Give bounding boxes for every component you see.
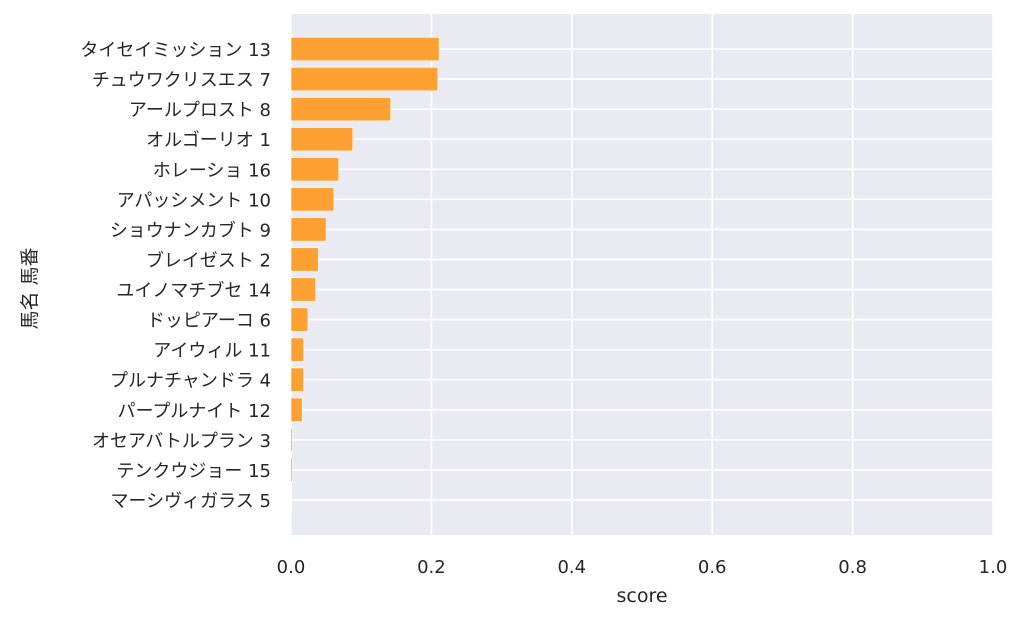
x-tick-label: 0.0 (277, 557, 306, 578)
y-tick-label: ショウナンカブト 9 (110, 219, 271, 241)
x-tick-label: 0.6 (698, 557, 727, 578)
y-tick-label: アパッシメント 10 (117, 190, 271, 211)
bar (290, 67, 439, 92)
bar (290, 457, 293, 482)
y-tick-label: オルゴーリオ 1 (146, 130, 271, 151)
y-tick-label: ブレイゼスト 2 (146, 249, 271, 271)
y-tick-label: マーシヴィガラス 5 (111, 491, 271, 512)
bar (290, 427, 293, 452)
plot-area (291, 14, 993, 535)
y-axis-title: 馬名 馬番 (19, 247, 41, 329)
bar (290, 277, 316, 302)
y-tick-label: テンクウジョー 15 (116, 461, 271, 482)
y-tick-label: チュウワクリスエス 7 (92, 70, 271, 91)
x-tick-label: 0.8 (838, 557, 867, 578)
bar (290, 367, 304, 392)
bar (290, 217, 327, 242)
y-tick-label: タイセイミッション 13 (80, 40, 271, 61)
y-tick-label: アイウィル 11 (153, 341, 271, 362)
bar (290, 337, 304, 362)
bar (290, 247, 319, 272)
bars (290, 37, 440, 512)
bar (290, 37, 440, 62)
x-axis-title: score (616, 585, 667, 607)
bar (290, 307, 309, 332)
y-tick-label: ドッピアーコ 6 (147, 311, 271, 332)
grid (290, 14, 994, 535)
y-tick-labels: タイセイミッション 13 チュウワクリスエス 7 アールプロスト 8 オルゴーリオ 1… (80, 40, 271, 512)
y-tick-label: パープルナイト 12 (117, 401, 271, 422)
x-tick-label: 0.2 (417, 557, 446, 578)
y-tick-label: ホレーショ 16 (153, 160, 271, 181)
bar (290, 157, 340, 182)
x-tick-label: 1.0 (979, 557, 1008, 578)
bar (290, 127, 354, 152)
bar (290, 97, 391, 122)
y-tick-label: プルナチャンドラ 4 (110, 371, 271, 392)
bar (290, 187, 335, 212)
bar (290, 397, 303, 422)
x-tick-label: 0.4 (557, 557, 586, 578)
x-tick-labels: 0.0 0.2 0.4 0.6 0.8 1.0 (277, 557, 1008, 578)
y-tick-label: ユイノマチブセ 14 (116, 280, 271, 302)
y-tick-label: アールプロスト 8 (129, 100, 271, 121)
y-tick-label: オセアバトルプラン 3 (92, 431, 271, 452)
